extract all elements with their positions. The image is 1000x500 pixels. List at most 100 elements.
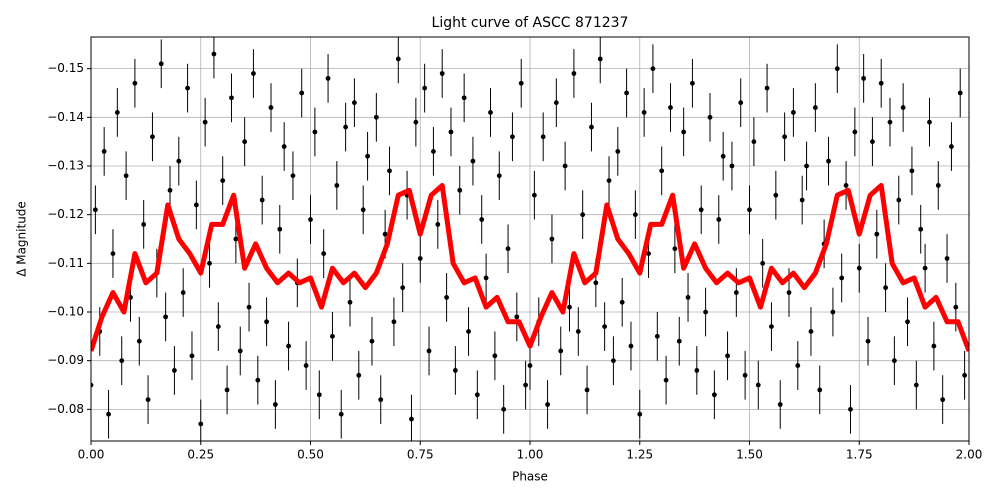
- x-tick-label: 2.00: [956, 448, 983, 462]
- data-point: [123, 173, 129, 179]
- data-point: [769, 324, 774, 330]
- data-point: [733, 290, 739, 295]
- data-point: [308, 217, 313, 222]
- data-point: [303, 363, 309, 368]
- data-point: [91, 382, 94, 388]
- data-point: [611, 358, 616, 364]
- data-point: [229, 95, 234, 101]
- data-point: [422, 85, 428, 91]
- data-point: [711, 392, 717, 398]
- data-point: [716, 217, 722, 222]
- data-point: [773, 192, 779, 198]
- y-tick-label: −0.15: [47, 61, 84, 75]
- data-point: [136, 338, 142, 344]
- data-point: [755, 382, 761, 388]
- data-point: [439, 71, 445, 76]
- data-point: [632, 212, 638, 218]
- data-point: [483, 275, 489, 281]
- data-point: [764, 85, 770, 91]
- data-point: [268, 105, 274, 110]
- data-point: [224, 387, 230, 393]
- x-tick-label: 1.00: [517, 448, 544, 462]
- data-point: [830, 309, 836, 315]
- data-point: [672, 246, 678, 252]
- data-point: [874, 231, 880, 237]
- data-point: [338, 411, 344, 417]
- data-point: [106, 411, 111, 417]
- data-point: [619, 299, 625, 305]
- data-point: [488, 110, 493, 115]
- y-tick-label: −0.08: [47, 402, 84, 416]
- data-point: [242, 139, 248, 145]
- data-point: [277, 226, 283, 232]
- data-point: [729, 163, 735, 169]
- data-point: [725, 353, 730, 359]
- data-point: [158, 61, 164, 67]
- data-point: [870, 139, 875, 145]
- data-point: [852, 129, 858, 135]
- data-point: [281, 144, 287, 149]
- data-point: [659, 168, 665, 174]
- data-point: [356, 372, 362, 378]
- data-point: [913, 382, 919, 388]
- data-point: [417, 256, 423, 261]
- data-point: [92, 207, 98, 213]
- data-point: [299, 90, 305, 96]
- data-point: [435, 221, 441, 227]
- data-point: [799, 197, 805, 203]
- data-point: [501, 406, 507, 412]
- data-point: [395, 56, 401, 62]
- x-axis-label: Phase: [512, 470, 548, 484]
- data-point: [843, 183, 849, 188]
- data-point: [553, 100, 559, 106]
- data-point: [518, 80, 524, 86]
- y-tick-label: −0.13: [47, 158, 84, 172]
- data-point: [848, 406, 853, 412]
- data-point: [110, 251, 116, 257]
- data-point: [189, 353, 195, 359]
- x-tick-label: 0.25: [187, 448, 214, 462]
- data-point: [663, 377, 669, 383]
- data-point: [163, 314, 169, 320]
- data-point: [922, 265, 928, 271]
- data-point: [795, 363, 801, 368]
- data-point: [185, 85, 190, 91]
- data-point: [826, 158, 831, 164]
- data-point: [172, 368, 177, 373]
- data-point: [220, 178, 226, 183]
- data-point: [474, 392, 480, 398]
- data-point: [334, 183, 340, 188]
- data-point: [808, 329, 814, 334]
- data-point: [549, 236, 555, 242]
- data-point: [834, 66, 840, 72]
- data-point: [290, 173, 296, 179]
- data-point: [470, 158, 476, 164]
- data-point: [935, 183, 941, 188]
- data-point: [246, 304, 252, 310]
- data-point: [527, 363, 533, 368]
- data-point: [738, 100, 744, 106]
- data-point: [387, 168, 392, 174]
- data-point: [751, 139, 757, 145]
- data-point: [602, 324, 608, 330]
- y-axis-label: Δ Magnitude: [15, 201, 29, 277]
- data-point: [545, 402, 550, 407]
- data-point: [777, 402, 783, 407]
- data-point: [211, 51, 217, 57]
- data-point: [365, 153, 370, 159]
- data-point: [193, 202, 199, 208]
- data-point: [887, 119, 893, 125]
- y-tick-label: −0.11: [47, 256, 84, 270]
- data-point: [571, 71, 577, 76]
- data-point: [505, 246, 511, 252]
- data-point: [931, 343, 937, 349]
- data-point: [409, 416, 414, 422]
- data-point: [141, 221, 147, 227]
- data-point: [589, 124, 594, 130]
- data-point: [812, 105, 818, 110]
- data-point: [400, 285, 406, 291]
- y-tick-label: −0.12: [47, 207, 84, 221]
- x-tick-label: 0.50: [297, 448, 324, 462]
- data-point: [510, 134, 515, 140]
